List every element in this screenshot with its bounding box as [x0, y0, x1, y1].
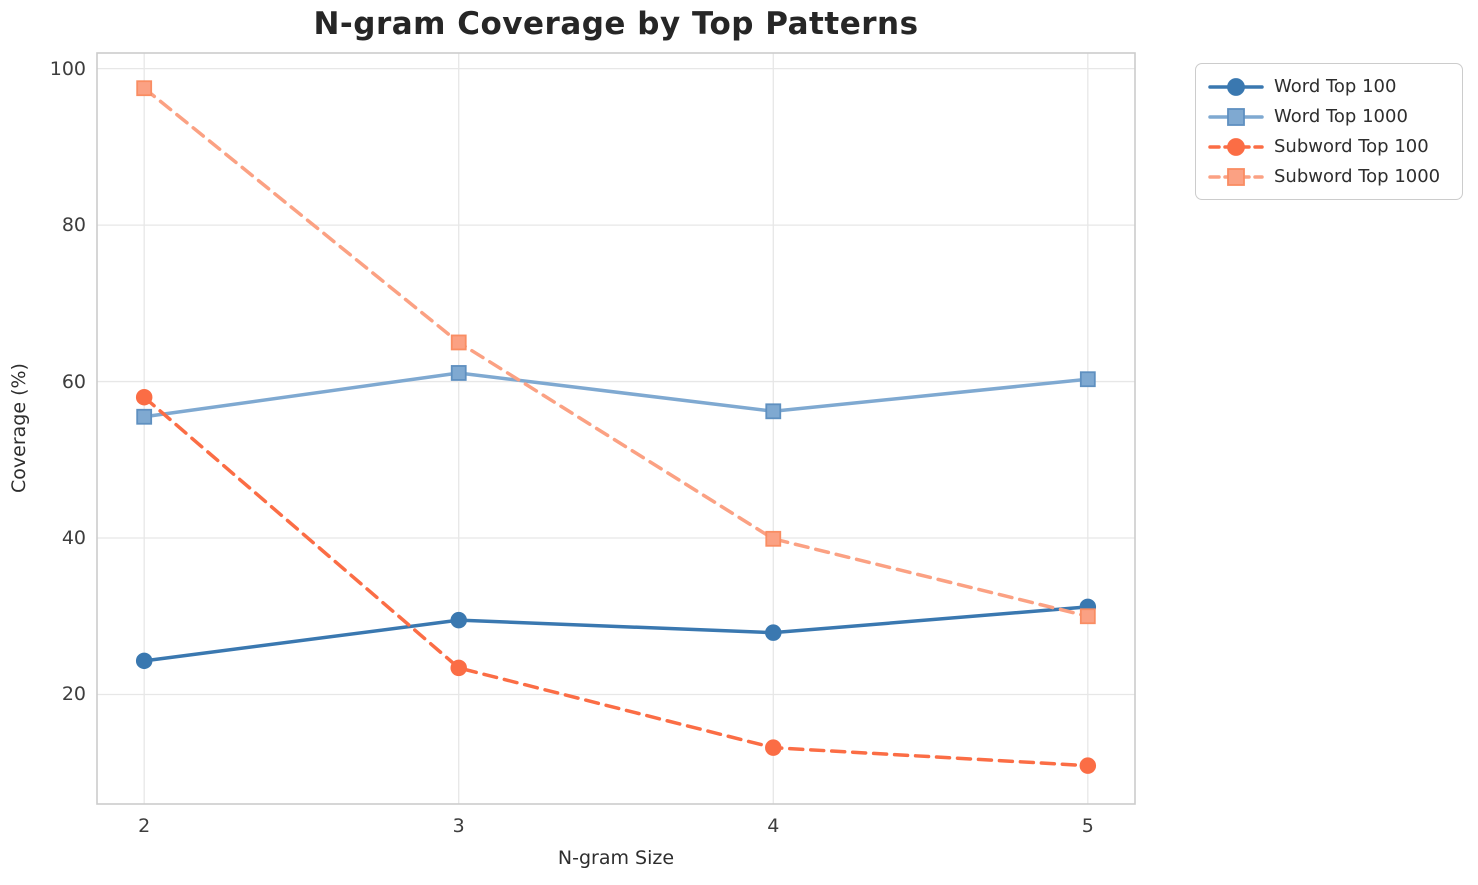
marker-word-top-1000 [450, 365, 467, 381]
legend-circle-marker-icon [1227, 77, 1245, 96]
legend-label: Subword Top 1000 [1274, 166, 1441, 187]
legend-line-sample [1208, 77, 1264, 96]
marker-subword-top-100 [450, 659, 467, 677]
x-tick-label: 4 [767, 815, 780, 837]
legend-square-marker-icon [1227, 167, 1245, 186]
legend-circle-marker-icon [1227, 137, 1245, 156]
y-axis-label: Coverage (%) [8, 363, 30, 493]
legend: Word Top 100 Word Top 1000 Subword Top 100… [1195, 63, 1463, 200]
legend-line-sample [1208, 167, 1264, 186]
x-tick-label: 2 [138, 815, 151, 837]
marker-subword-top-100 [1079, 757, 1097, 774]
y-tick-label: 60 [61, 370, 86, 393]
marker-word-top-100 [450, 611, 467, 629]
y-tick-label: 20 [61, 683, 86, 706]
legend-label: Word Top 100 [1274, 76, 1397, 97]
x-axis-label: N-gram Size [557, 847, 675, 869]
marker-word-top-100 [135, 652, 153, 670]
x-tick-label: 3 [452, 815, 465, 837]
marker-word-top-1000 [765, 403, 782, 420]
legend-item-subword-top-1000: Subword Top 1000 [1208, 163, 1452, 190]
y-tick-label: 40 [61, 527, 86, 550]
marker-subword-top-1000 [1079, 608, 1096, 625]
legend-item-subword-top-100: Subword Top 100 [1208, 133, 1452, 160]
marker-subword-top-100 [135, 388, 153, 406]
axes-spines [96, 52, 1136, 805]
legend-label: Subword Top 100 [1274, 136, 1429, 157]
legend-square-marker-icon [1227, 107, 1245, 126]
marker-word-top-1000 [1079, 371, 1096, 388]
series-line-word-top-1000 [142, 371, 1090, 419]
marker-word-top-100 [765, 624, 782, 641]
legend-line-sample [1208, 107, 1264, 126]
chart-title: N-gram Coverage by Top Patterns [313, 6, 919, 42]
marker-subword-top-100 [765, 739, 782, 756]
marker-word-top-1000 [136, 408, 153, 425]
series-line-subword-top-100 [142, 395, 1090, 768]
marker-subword-top-1000 [765, 530, 782, 547]
legend-line-sample [1208, 137, 1264, 156]
y-tick-label: 80 [61, 214, 86, 237]
marker-subword-top-1000 [450, 334, 467, 351]
x-tick-label: 5 [1081, 815, 1094, 837]
legend-item-word-top-1000: Word Top 1000 [1208, 103, 1452, 130]
series-line-word-top-100 [142, 605, 1090, 663]
legend-item-word-top-100: Word Top 100 [1208, 73, 1452, 100]
marker-subword-top-1000 [136, 80, 153, 97]
y-tick-label: 100 [49, 57, 86, 80]
legend-label: Word Top 1000 [1274, 106, 1408, 127]
series-line-subword-top-1000 [142, 86, 1090, 618]
